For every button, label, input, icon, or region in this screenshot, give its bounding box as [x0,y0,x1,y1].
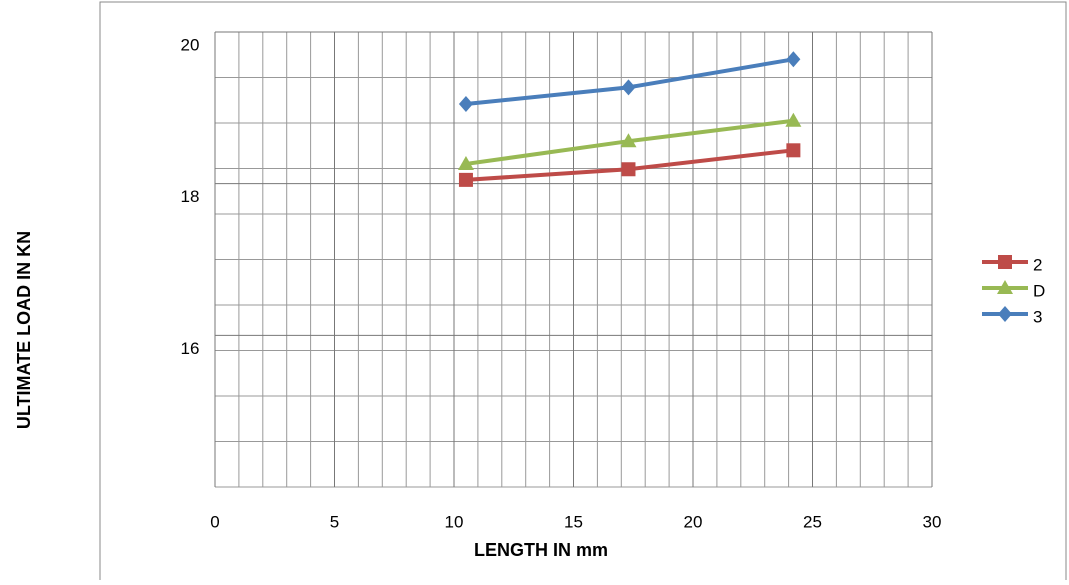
marker [459,96,473,112]
x-tick-label: 0 [210,512,219,531]
chart-border [100,2,1066,580]
chart: LENGTH IN mm ULTIMATE LOAD IN KN 0 5 10 15 2… [0,0,1069,580]
y-axis-label: ULTIMATE LOAD IN KN [14,231,34,429]
legend-marker [998,255,1012,269]
marker [621,79,635,95]
y-tick-label: 16 [181,339,200,358]
x-tick-label: 30 [923,512,942,531]
x-tick-label: 20 [684,512,703,531]
legend-label: 3 [1033,307,1042,326]
x-axis-label: LENGTH IN mm [474,540,608,560]
x-tick-label: 10 [445,512,464,531]
legend-marker [998,306,1012,322]
x-tick-label: 15 [564,512,583,531]
marker [786,143,800,157]
x-tick-label: 5 [330,512,339,531]
y-tick-label: 18 [181,187,200,206]
legend-label: 2 [1033,255,1042,274]
y-tick-label: 20 [181,35,200,54]
legend-label: D [1033,281,1045,300]
marker [459,173,473,187]
marker [621,162,635,176]
x-tick-label: 25 [803,512,822,531]
